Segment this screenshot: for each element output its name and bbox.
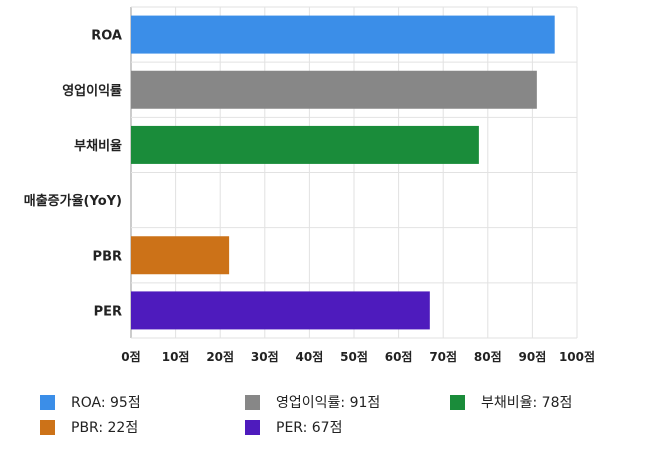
legend-item-per: PER: 67점: [245, 417, 342, 437]
legend-item-roa: ROA: 95점: [40, 392, 141, 412]
bar-5: [131, 236, 230, 275]
x-tick-label: 70점: [429, 349, 457, 364]
x-tick-label: 40점: [296, 349, 324, 364]
category-label: 영업이익률: [62, 83, 122, 99]
x-tick-label: 50점: [340, 349, 368, 364]
x-tick-label: 0점: [121, 349, 140, 364]
bar-6: [131, 291, 430, 330]
legend-label: ROA: 95점: [71, 395, 141, 411]
legend-label: PER: 67점: [276, 420, 343, 436]
category-label: ROA: [91, 29, 122, 44]
x-tick-label: 10점: [162, 349, 190, 364]
legend-swatch: [245, 394, 260, 410]
category-label: PER: [94, 304, 122, 319]
x-tick-label: 60점: [385, 349, 413, 364]
x-tick-label: 90점: [519, 349, 547, 364]
category-label: 부채비율: [74, 138, 122, 154]
x-tick-label: 80점: [474, 349, 502, 364]
bar-1: [131, 15, 555, 54]
legend-label: PBR: 22점: [71, 420, 139, 436]
x-tick-label: 30점: [251, 349, 279, 364]
bar-2: [131, 70, 537, 109]
legend-item-pbr: PBR: 22점: [40, 417, 138, 437]
x-tick-label: 100점: [559, 349, 595, 364]
legend-label: 부채비율: 78점: [481, 395, 573, 411]
legend-swatch: [450, 394, 465, 410]
chart-bars: [131, 15, 555, 330]
x-tick-label: 20점: [206, 349, 234, 364]
legend-label: 영업이익률: 91점: [276, 395, 381, 411]
legend-swatch: [245, 419, 260, 435]
bar-3: [131, 125, 479, 164]
x-tick-labels: 0점 10점 20점 30점 40점 50점 60점 70점 80점 90점 100점: [121, 349, 595, 364]
legend-swatch: [40, 394, 55, 410]
legend-item-operating-margin: 영업이익률: 91점: [245, 392, 380, 412]
category-label: 매출증가율(YoY): [24, 193, 122, 209]
category-label: PBR: [93, 249, 122, 264]
chart-grid: [130, 6, 578, 339]
legend-item-debt-ratio: 부채비율: 78점: [450, 392, 572, 412]
legend-swatch: [40, 419, 55, 435]
chart-legend: ROA: 95점 영업이익률: 91점 부채비율: 78점 PBR: 22점 P…: [40, 386, 640, 446]
